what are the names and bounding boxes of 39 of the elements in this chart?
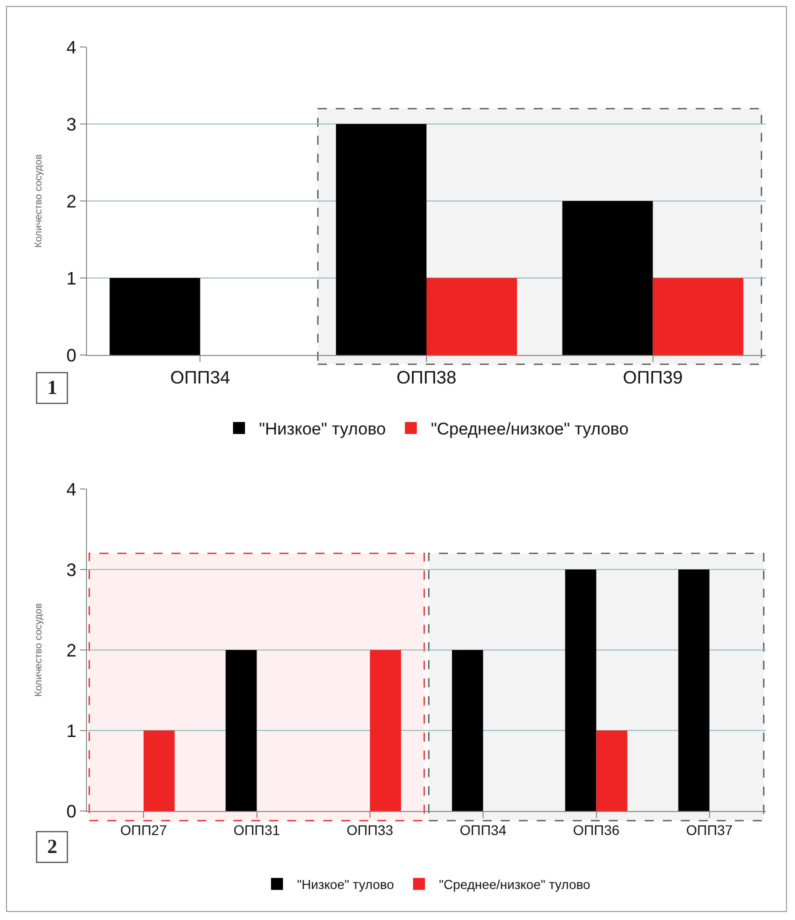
bar	[426, 278, 518, 355]
x-tick-label: ОПП31	[233, 822, 280, 838]
y-axis-title: Количество сосудов	[33, 603, 44, 697]
y-tick-label: 4	[66, 479, 76, 500]
bar	[144, 730, 175, 811]
bar	[562, 201, 653, 355]
x-tick-label: ОПП27	[120, 822, 168, 838]
y-tick-label: 0	[66, 345, 76, 366]
y-axis-title: Количество сосудов	[33, 154, 44, 248]
bar	[596, 730, 628, 811]
bar	[370, 650, 402, 811]
legend-label: "Среднее/низкое" тулово	[430, 420, 629, 439]
legend-label: "Низкое" тулово	[259, 420, 386, 439]
bar	[652, 278, 744, 355]
y-tick-label: 3	[66, 114, 76, 134]
y-tick-label: 3	[66, 560, 76, 580]
legend-label: "Низкое" тулово	[297, 876, 394, 892]
text: 1	[47, 377, 58, 400]
y-tick-label: 1	[66, 720, 76, 741]
bar	[336, 124, 426, 355]
x-tick-label: ОПП36	[572, 822, 620, 838]
y-tick-label: 0	[66, 801, 76, 822]
bar	[678, 570, 710, 811]
x-tick-label: ОПП34	[460, 822, 507, 838]
x-tick-label: ОПП34	[170, 368, 230, 388]
bar	[452, 650, 484, 811]
y-tick-label: 2	[66, 191, 76, 212]
y-tick-label: 1	[66, 268, 76, 288]
bar	[226, 650, 257, 811]
text: 2	[47, 836, 58, 858]
y-tick-label: 2	[66, 640, 76, 660]
x-tick-label: ОПП38	[396, 368, 456, 388]
bar	[110, 278, 200, 355]
x-tick-label: ОПП33	[346, 822, 394, 838]
bar	[565, 570, 596, 811]
legend-label: "Среднее/низкое" тулово	[439, 876, 590, 892]
y-tick-label: 4	[66, 37, 76, 58]
x-tick-label: ОПП39	[622, 368, 683, 388]
x-tick-label: ОПП37	[686, 822, 733, 838]
